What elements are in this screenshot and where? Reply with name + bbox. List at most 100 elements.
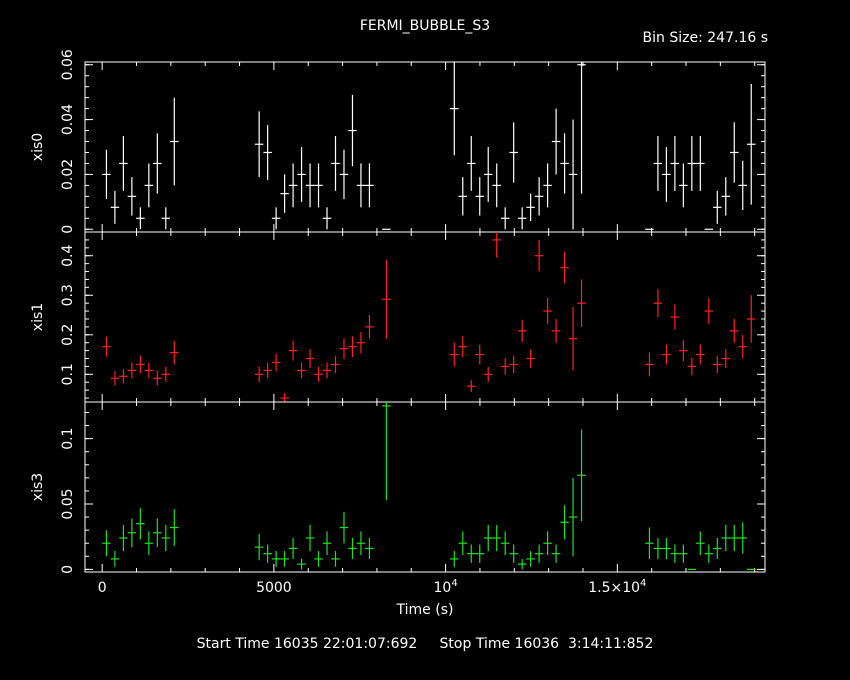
data-point	[721, 177, 731, 216]
y-tick-label: 0.4	[60, 244, 76, 266]
data-point	[475, 544, 484, 563]
panel-xis3	[84, 401, 766, 573]
data-point	[577, 62, 586, 194]
y-tick-label: 0.04	[60, 104, 76, 135]
data-point	[288, 163, 298, 208]
data-point	[458, 335, 468, 358]
data-point	[492, 163, 501, 208]
data-point	[161, 207, 171, 230]
data-point	[492, 232, 501, 258]
panel-frame	[84, 61, 766, 233]
x-tick-label: 5000	[256, 580, 292, 596]
data-point	[662, 344, 671, 365]
data-point	[153, 133, 162, 194]
data-point	[119, 524, 128, 552]
data-point	[305, 524, 315, 552]
data-point	[560, 133, 569, 194]
data-point	[356, 531, 366, 555]
data-point	[551, 108, 561, 175]
data-point	[746, 295, 756, 343]
panel-frame	[84, 401, 766, 573]
data-point	[254, 366, 264, 383]
data-point	[721, 524, 731, 552]
x-tick-label: 1.5×104	[588, 578, 646, 596]
data-point	[670, 544, 680, 563]
data-point	[687, 136, 697, 191]
data-point	[280, 551, 289, 567]
data-point	[543, 163, 552, 208]
data-point	[662, 538, 671, 559]
data-point	[348, 538, 357, 559]
data-point	[568, 307, 578, 371]
panel-xis1	[84, 231, 766, 403]
data-point	[534, 544, 544, 563]
data-point	[517, 319, 527, 342]
data-point	[475, 177, 484, 216]
y-tick-label: 0.1	[60, 427, 76, 449]
data-point	[339, 338, 349, 359]
data-point	[483, 147, 493, 202]
y-tick-label: 0	[60, 565, 76, 574]
data-point	[704, 544, 714, 563]
data-point	[322, 531, 332, 555]
data-point	[721, 349, 731, 368]
data-point	[696, 136, 705, 191]
data-point	[560, 251, 569, 284]
data-point	[577, 429, 586, 521]
data-point	[450, 342, 459, 367]
data-point	[738, 522, 747, 554]
data-point	[119, 369, 128, 384]
data-point	[713, 538, 722, 559]
data-point	[254, 111, 264, 178]
data-point	[322, 362, 332, 379]
data-point	[653, 289, 663, 317]
data-point	[730, 318, 739, 343]
data-point	[467, 380, 476, 393]
data-point	[110, 551, 120, 567]
data-point	[382, 402, 391, 501]
data-point	[365, 538, 374, 559]
data-point	[136, 355, 145, 374]
data-point	[153, 371, 162, 386]
y-tick-label: 0.3	[60, 284, 76, 306]
data-point	[450, 551, 459, 567]
data-point	[288, 340, 298, 361]
data-point	[670, 136, 680, 191]
data-point	[738, 160, 747, 211]
y-tick-label: 0.2	[60, 324, 76, 346]
data-point	[526, 551, 535, 567]
data-point	[102, 530, 111, 557]
data-point	[339, 511, 349, 544]
data-point	[102, 336, 111, 357]
data-point	[551, 318, 561, 343]
data-point	[331, 551, 340, 567]
data-point	[161, 366, 171, 382]
data-point	[517, 558, 527, 570]
data-point	[492, 524, 501, 552]
data-point	[348, 94, 357, 167]
data-point	[280, 393, 289, 402]
data-point	[271, 551, 281, 567]
data-point	[713, 190, 722, 224]
data-point	[153, 518, 162, 548]
data-point	[551, 544, 561, 563]
data-point	[331, 355, 340, 374]
data-point	[144, 163, 154, 208]
data-point	[127, 518, 137, 548]
data-point	[738, 334, 747, 359]
data-point	[458, 531, 468, 555]
panel-frame	[84, 231, 766, 403]
data-point	[263, 125, 272, 180]
y-tick-label: 0	[60, 225, 76, 234]
panel-xis0	[84, 61, 766, 233]
data-point	[339, 149, 349, 200]
data-point	[713, 355, 722, 374]
data-point	[534, 239, 544, 272]
data-point	[526, 193, 535, 222]
data-point	[509, 544, 518, 563]
data-point	[577, 279, 586, 327]
data-point	[450, 62, 459, 156]
data-point	[500, 207, 510, 230]
data-point	[280, 174, 289, 213]
